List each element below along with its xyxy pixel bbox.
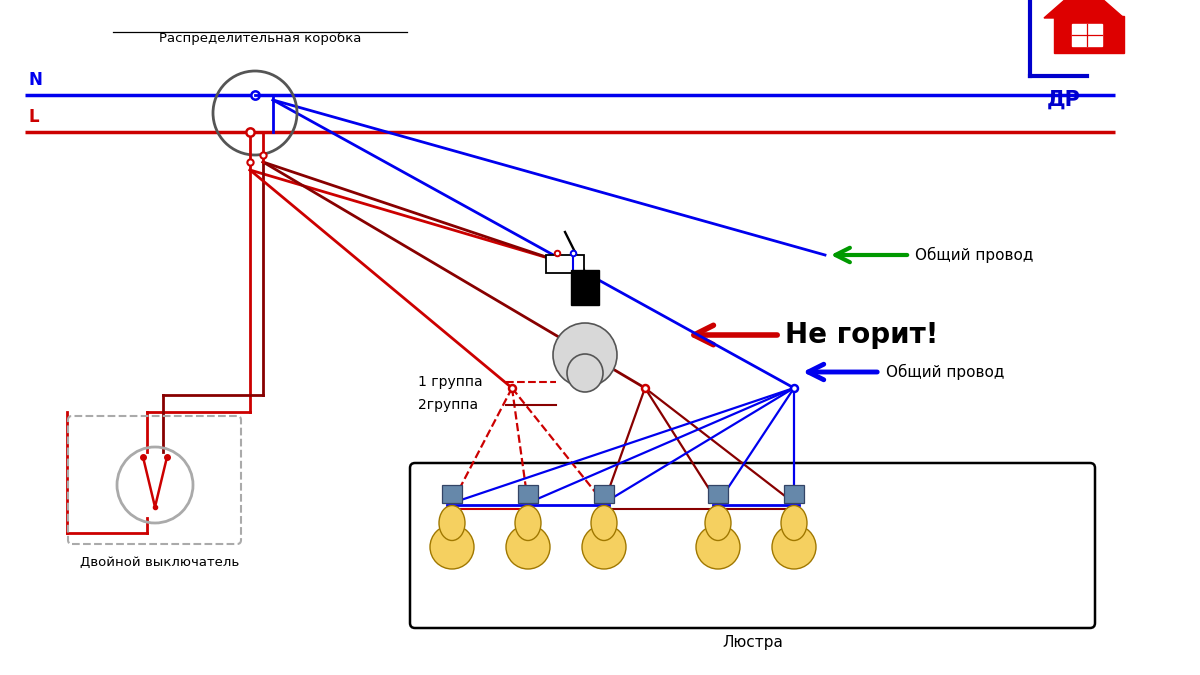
Polygon shape [1044,0,1124,18]
Text: ДР: ДР [1048,90,1081,110]
Bar [1072,24,1102,46]
Text: 2группа: 2группа [418,398,478,412]
Text: Не горит!: Не горит! [785,321,938,349]
Bar [518,485,538,503]
Ellipse shape [568,354,604,392]
Circle shape [430,525,474,569]
Ellipse shape [515,506,541,541]
Text: Двойной выключатель: Двойной выключатель [80,556,240,568]
Text: N: N [28,71,42,89]
Circle shape [772,525,816,569]
Circle shape [696,525,740,569]
Bar [546,255,584,273]
Bar [708,485,728,503]
FancyBboxPatch shape [410,463,1096,628]
Text: 1 группа: 1 группа [418,375,482,389]
Bar [594,485,614,503]
Ellipse shape [781,506,808,541]
Text: Распределительная коробка: Распределительная коробка [158,32,361,45]
Text: Люстра: Люстра [722,635,782,651]
Bar [1054,16,1124,53]
Circle shape [582,525,626,569]
Ellipse shape [592,506,617,541]
Circle shape [506,525,550,569]
Text: Общий провод: Общий провод [916,247,1033,263]
Text: Общий провод: Общий провод [886,364,1004,380]
Circle shape [553,323,617,387]
Bar [442,485,462,503]
Bar [784,485,804,503]
Ellipse shape [706,506,731,541]
Text: L: L [28,108,38,126]
Bar [571,270,599,305]
Ellipse shape [439,506,466,541]
